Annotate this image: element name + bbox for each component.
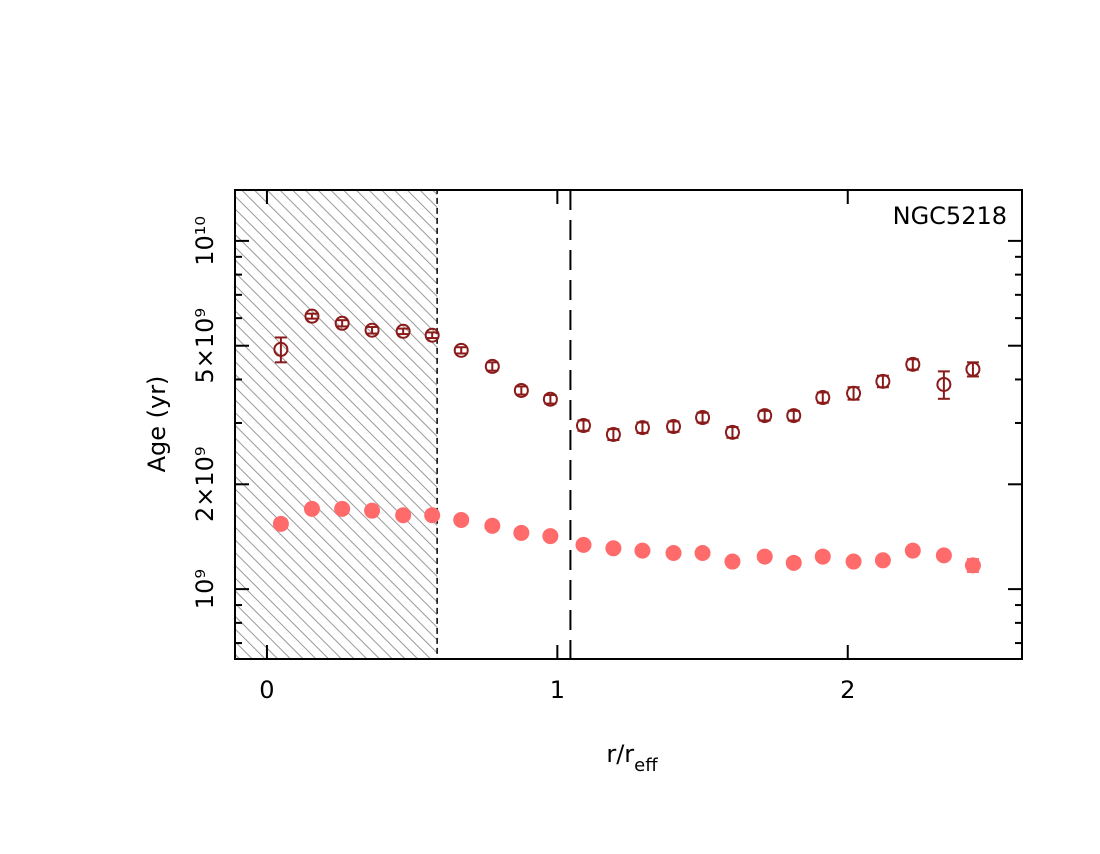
data-point — [634, 420, 650, 436]
x-axis-label-main: r/r — [606, 740, 634, 768]
x-tick-label: 1 — [550, 676, 565, 704]
error-bar — [455, 346, 468, 355]
data-point — [634, 542, 651, 559]
x-tick-label: 0 — [259, 676, 274, 704]
data-point — [484, 517, 501, 534]
error-bar — [544, 393, 557, 405]
data-point — [756, 548, 773, 565]
data-point — [453, 511, 470, 528]
data-point — [695, 410, 711, 426]
data-point — [303, 500, 320, 517]
error-bar — [696, 411, 709, 424]
data-point — [874, 552, 891, 569]
data-point — [273, 341, 289, 357]
data-point — [785, 554, 802, 571]
data-point — [364, 322, 380, 338]
data-point — [395, 507, 412, 524]
data-point — [605, 426, 621, 442]
data-point — [395, 323, 411, 339]
data-point — [513, 382, 529, 398]
data-point — [513, 524, 530, 541]
data-point — [935, 547, 952, 564]
data-point — [424, 327, 440, 343]
data-point — [542, 528, 559, 545]
data-point — [542, 391, 558, 407]
y-tick-label: 10¹⁰ — [191, 216, 219, 266]
data-point — [904, 542, 921, 559]
y-tick-label: 10⁹ — [191, 569, 219, 609]
error-bar — [366, 325, 379, 335]
error-bar — [486, 361, 499, 372]
data-point — [786, 408, 802, 424]
y-axis-label: Age (yr) — [143, 376, 171, 473]
data-point — [575, 418, 591, 434]
data-point — [605, 540, 622, 557]
data-point — [453, 342, 469, 358]
data-point — [575, 536, 592, 553]
x-tick-label: 2 — [840, 676, 855, 704]
y-tick-label: 5×10⁹ — [191, 308, 219, 384]
data-point — [814, 548, 831, 565]
shaded-region — [234, 189, 438, 660]
x-axis-label-sub: eff — [634, 755, 658, 776]
data-point — [334, 500, 351, 517]
error-bar — [515, 385, 528, 396]
error-bar — [758, 409, 771, 422]
data-point — [905, 356, 921, 372]
data-point — [666, 419, 682, 435]
error-bar — [397, 327, 410, 336]
data-point — [964, 557, 981, 574]
error-bar — [426, 331, 439, 340]
x-axis-label: r/reff — [606, 740, 658, 776]
data-point — [757, 408, 773, 424]
data-point — [272, 515, 289, 532]
data-point — [724, 424, 740, 440]
error-bar — [336, 319, 349, 328]
error-bar — [937, 370, 950, 400]
data-point — [424, 507, 441, 524]
data-point — [965, 361, 981, 377]
error-bar — [305, 312, 318, 320]
data-point — [845, 553, 862, 570]
data-point — [304, 308, 320, 324]
error-bar — [274, 336, 287, 364]
data-point — [694, 544, 711, 561]
data-point — [846, 385, 862, 401]
annotation: NGC5218 — [893, 202, 1007, 230]
data-point — [875, 373, 891, 389]
data-point — [665, 544, 682, 561]
error-bar — [787, 409, 800, 422]
data-point — [334, 315, 350, 331]
data-point — [364, 502, 381, 519]
y-tick-label: 2×10⁹ — [191, 447, 219, 523]
plot-frame — [234, 189, 1023, 660]
data-point — [484, 358, 500, 374]
data-point — [815, 390, 831, 406]
data-point — [724, 553, 741, 570]
data-point — [936, 376, 952, 392]
